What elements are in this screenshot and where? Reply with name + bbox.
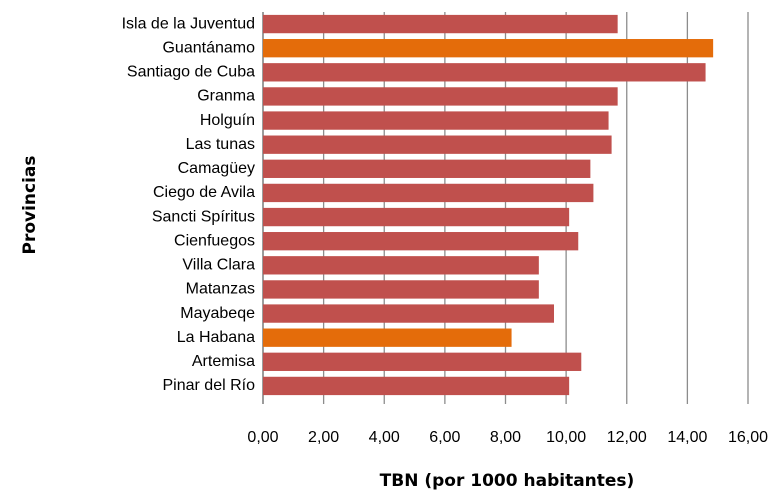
x-tick-label: 6,00 [429, 429, 460, 446]
bar [263, 280, 539, 299]
bar [263, 87, 618, 106]
x-tick-label: 8,00 [490, 429, 521, 446]
y-tick-label: Ciego de Avila [153, 184, 255, 201]
x-tick-label: 2,00 [308, 429, 339, 446]
bar [263, 39, 714, 58]
y-tick-label: Camagüey [178, 160, 255, 177]
y-tick-label: Villa Clara [182, 257, 255, 274]
x-tick-label: 4,00 [369, 429, 400, 446]
x-axis-title: TBN (por 1000 habitantes) [380, 471, 635, 491]
bar [263, 207, 570, 227]
bar [263, 159, 591, 178]
y-tick-label: Holguín [200, 112, 255, 129]
bar [263, 63, 706, 82]
x-tick-label: 16,00 [728, 429, 768, 446]
bar [263, 14, 618, 34]
bar [263, 111, 609, 130]
bar [263, 304, 554, 323]
y-tick-label: Isla de la Juventud [122, 15, 255, 32]
bar [263, 256, 539, 275]
y-tick-label: Las tunas [186, 136, 255, 153]
x-tick-label: 10,00 [546, 429, 586, 446]
bar [263, 135, 612, 154]
y-tick-label: Cienfuegos [174, 232, 255, 249]
bar [263, 376, 570, 396]
bar [263, 352, 582, 371]
y-tick-label: Granma [197, 88, 255, 105]
y-tick-label: Sancti Spíritus [152, 208, 255, 225]
bar [263, 183, 594, 203]
bar [263, 328, 512, 347]
y-tick-label: Artemisa [192, 353, 255, 370]
y-axis-title: Provincias [20, 155, 40, 254]
bar [263, 232, 579, 251]
y-tick-label: Guantánamo [162, 39, 255, 56]
y-tick-label: Mayabeqe [180, 305, 255, 322]
y-tick-label: Matanzas [186, 281, 255, 298]
y-tick-label: Santiago de Cuba [127, 64, 255, 81]
x-tick-label: 14,00 [667, 429, 707, 446]
x-tick-label: 12,00 [607, 429, 647, 446]
y-tick-label: La Habana [177, 329, 255, 346]
x-tick-label: 0,00 [247, 429, 278, 446]
y-tick-label: Pinar del Río [163, 377, 256, 394]
